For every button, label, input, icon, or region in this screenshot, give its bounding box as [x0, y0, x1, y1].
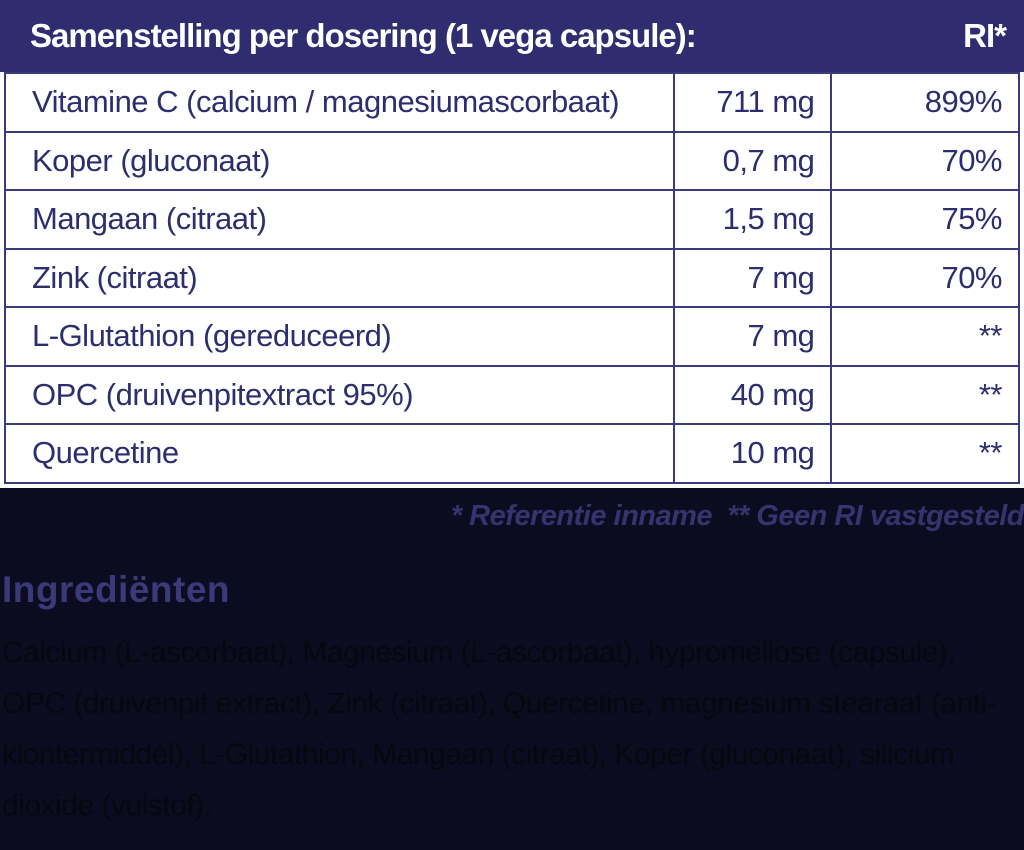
- nutrient-amount: 1,5 mg: [673, 190, 833, 250]
- table-row: Vitamine C (calcium / magnesiumascorbaat…: [3, 72, 1020, 133]
- nutrient-name: Zink (citraat): [3, 248, 676, 308]
- composition-title: Samenstelling per dosering (1 vega capsu…: [30, 17, 697, 54]
- nutrient-ri: 70%: [830, 131, 1020, 191]
- table-row: OPC (druivenpitextract 95%) 40 mg **: [3, 365, 1020, 425]
- nutrient-name: Koper (gluconaat): [3, 131, 676, 191]
- nutrient-amount: 40 mg: [673, 365, 833, 425]
- nutrient-ri: **: [830, 424, 1020, 484]
- ri-footnote: * Referentie inname ** Geen RI vastgeste…: [450, 499, 1024, 532]
- table-row: Zink (citraat) 7 mg 70%: [3, 248, 1020, 308]
- composition-table: Vitamine C (calcium / magnesiumascorbaat…: [3, 72, 1020, 484]
- nutrient-name: L-Glutathion (gereduceerd): [3, 307, 676, 367]
- nutrient-name: Vitamine C (calcium / magnesiumascorbaat…: [3, 72, 676, 133]
- nutrient-amount: 0,7 mg: [673, 131, 833, 191]
- nutrient-ri: 899%: [830, 72, 1020, 133]
- nutrient-ri: 75%: [830, 190, 1020, 250]
- nutrient-name: Mangaan (citraat): [3, 190, 676, 250]
- table-row: Mangaan (citraat) 1,5 mg 75%: [3, 190, 1020, 250]
- nutrient-ri: **: [830, 307, 1020, 367]
- table-row: Koper (gluconaat) 0,7 mg 70%: [3, 131, 1020, 191]
- composition-header-bar: Samenstelling per dosering (1 vega capsu…: [0, 0, 1024, 72]
- nutrient-amount: 7 mg: [673, 307, 833, 367]
- nutrient-amount: 711 mg: [673, 72, 833, 133]
- nutrient-ri: 70%: [830, 248, 1020, 308]
- table-row: L-Glutathion (gereduceerd) 7 mg **: [3, 307, 1020, 367]
- nutrient-amount: 7 mg: [673, 248, 833, 308]
- table-row: Quercetine 10 mg **: [3, 424, 1020, 484]
- ingredients-heading: Ingrediënten: [2, 568, 231, 610]
- nutrient-name: Quercetine: [3, 424, 676, 484]
- nutrient-ri: **: [830, 365, 1020, 425]
- ingredients-text: Calcium (L-ascorbaat), Magnesium (L-asco…: [2, 635, 997, 822]
- nutrient-amount: 10 mg: [673, 424, 833, 484]
- composition-table-wrap: Vitamine C (calcium / magnesiumascorbaat…: [0, 72, 1024, 488]
- ri-column-label: RI*: [963, 17, 1007, 54]
- nutrient-name: OPC (druivenpitextract 95%): [3, 365, 676, 425]
